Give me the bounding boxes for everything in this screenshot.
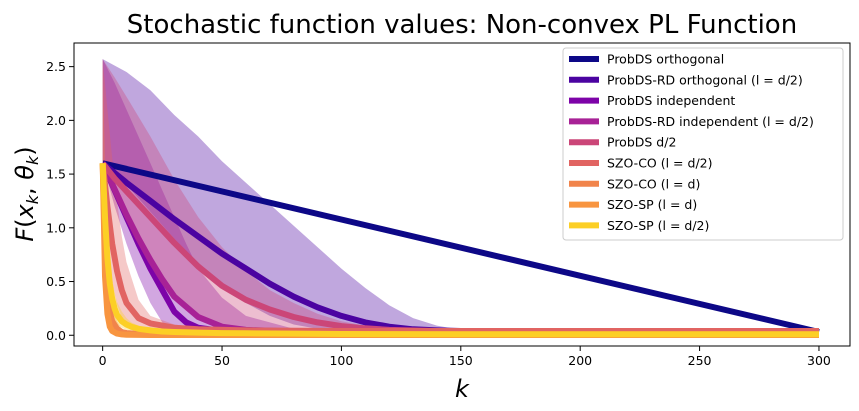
line-series-5	[99, 162, 819, 334]
y-axis-ticks: 0.0 0.5 1.0 1.5 2.0 2.5	[46, 59, 74, 343]
legend-label-1: ProbDS-RD orthogonal (l = d/2)	[607, 72, 803, 87]
line-series-0	[102, 160, 820, 335]
x-tick-label: 250	[688, 353, 712, 368]
line-series-7	[99, 163, 819, 338]
confidence-bands	[102, 59, 819, 335]
plot-frame	[73, 42, 851, 347]
band-series-2	[102, 59, 819, 332]
y-tick-label: 2.5	[46, 59, 66, 74]
legend: ProbDS orthogonal ProbDS-RD orthogonal (l…	[562, 47, 844, 241]
legend-items: ProbDS orthogonal ProbDS-RD orthogonal (l…	[569, 52, 814, 233]
x-tick-label: 0	[99, 353, 107, 368]
series-lines	[99, 160, 820, 338]
y-tick-label: 0.0	[46, 328, 66, 343]
x-axis-label: k	[455, 375, 470, 403]
x-axis-ticks: 0 50 100 150 200 250 300	[99, 346, 831, 368]
x-tick-label: 100	[329, 353, 353, 368]
legend-label-8: SZO-SP (l = d/2)	[607, 218, 709, 233]
x-tick-label: 150	[449, 353, 473, 368]
y-tick-label: 1.5	[46, 167, 66, 182]
x-tick-label: 50	[214, 353, 230, 368]
y-tick-label: 2.0	[46, 113, 66, 128]
line-series-8	[99, 163, 819, 338]
band-series-1	[102, 59, 819, 332]
y-tick-label: 0.5	[46, 274, 66, 289]
chart-title: Stochastic function values: Non-convex P…	[127, 10, 797, 40]
legend-label-3: ProbDS-RD independent (l = d/2)	[607, 114, 814, 129]
legend-label-6: SZO-CO (l = d)	[607, 176, 700, 191]
legend-label-0: ProbDS orthogonal	[607, 52, 724, 67]
legend-label-4: ProbDS d/2	[607, 135, 676, 150]
x-tick-label: 300	[807, 353, 831, 368]
x-tick-label: 200	[568, 353, 592, 368]
legend-label-7: SZO-SP (l = d)	[607, 197, 697, 212]
legend-label-5: SZO-CO (l = d/2)	[607, 156, 712, 171]
legend-label-2: ProbDS independent	[607, 93, 735, 108]
y-tick-label: 1.0	[46, 220, 66, 235]
legend-box	[562, 47, 844, 241]
